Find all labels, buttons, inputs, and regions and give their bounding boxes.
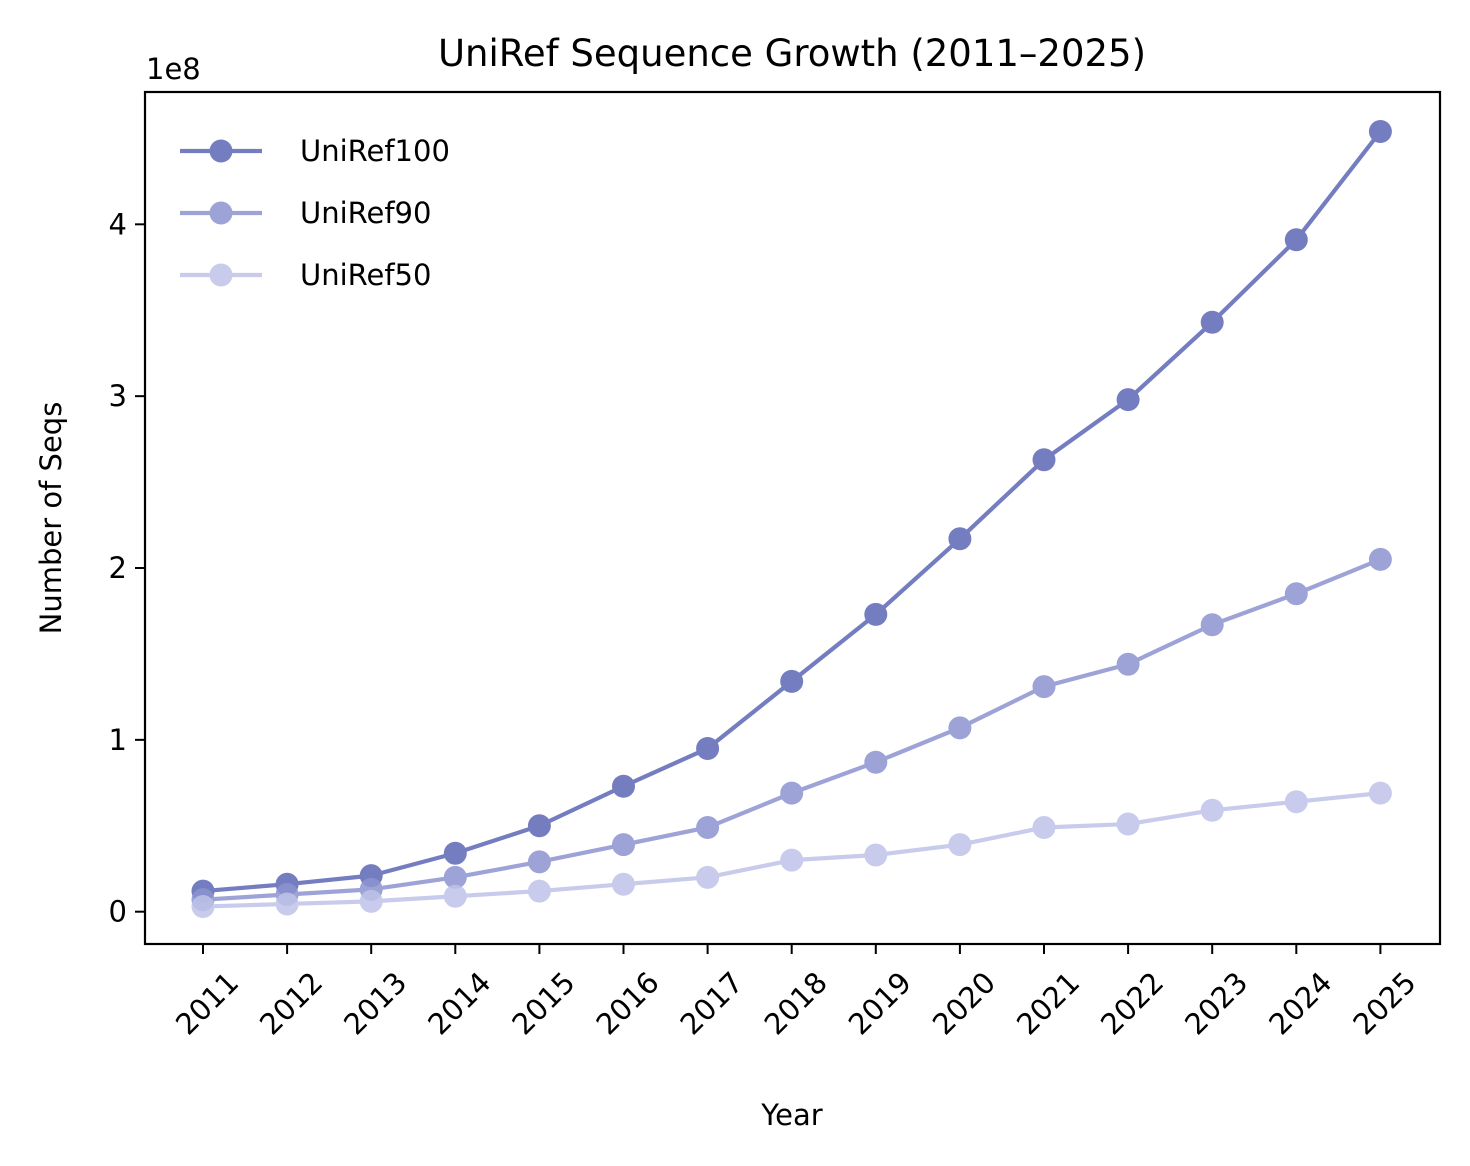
legend: UniRef100 UniRef90 UniRef50 (180, 134, 450, 292)
legend-label: UniRef100 (300, 134, 450, 168)
data-point (443, 841, 467, 865)
series-uniref50 (191, 781, 1392, 919)
x-tick-label: 2019 (842, 965, 918, 1041)
x-tick-label: 2025 (1346, 965, 1422, 1041)
legend-item (180, 263, 262, 287)
data-point (191, 895, 215, 919)
x-tick-label: 2014 (421, 965, 497, 1041)
x-tick-label: 2016 (589, 965, 665, 1041)
data-point (1368, 547, 1392, 571)
data-point (1368, 781, 1392, 805)
series-uniref100 (191, 120, 1392, 903)
x-tick-label: 2024 (1262, 965, 1338, 1041)
data-point (1284, 790, 1308, 814)
data-point (1284, 228, 1308, 252)
x-tick-label: 2015 (505, 965, 581, 1041)
data-point (612, 833, 635, 857)
y-tick-label: 2 (109, 551, 127, 585)
y-axis-offset-label: 1e8 (146, 52, 201, 86)
data-point (443, 884, 467, 908)
data-point (1116, 652, 1140, 676)
series-line (202, 130, 1383, 894)
x-axis-label: Year (760, 1098, 822, 1132)
legend-marker (209, 201, 233, 225)
data-point (1284, 582, 1308, 606)
data-point (1032, 675, 1056, 699)
y-axis-label: Number of Seqs (34, 402, 68, 635)
y-tick-label: 1 (109, 723, 127, 757)
x-tick-label: 2017 (674, 965, 750, 1041)
data-point (1368, 120, 1392, 144)
data-point (948, 527, 972, 551)
data-point (359, 889, 383, 913)
data-point (1200, 310, 1224, 334)
x-tick-label: 2023 (1178, 965, 1254, 1041)
data-point (1200, 798, 1224, 822)
data-point (1116, 388, 1140, 412)
x-tick-label: 2021 (1010, 965, 1086, 1041)
data-point (1200, 613, 1224, 637)
legend-label: UniRef50 (300, 258, 431, 292)
data-point (275, 892, 299, 916)
data-point (948, 716, 972, 740)
y-tick-label: 3 (109, 379, 127, 413)
data-point (527, 814, 551, 838)
data-point (696, 865, 720, 889)
y-tick-label: 0 (109, 895, 127, 929)
x-tick-label: 2013 (337, 965, 413, 1041)
data-point (780, 781, 804, 805)
data-point (948, 833, 972, 857)
x-tick-label: 2020 (926, 965, 1002, 1041)
chart-title: UniRef Sequence Growth (2011–2025) (438, 32, 1146, 75)
x-tick-label: 2011 (169, 965, 245, 1041)
plot-area (191, 120, 1392, 919)
data-point (864, 750, 888, 774)
data-point (780, 848, 804, 872)
legend-item (180, 201, 262, 225)
data-point (864, 602, 888, 626)
data-point (1116, 812, 1140, 836)
data-point (612, 774, 635, 798)
x-tick-label: 2022 (1094, 965, 1170, 1041)
data-point (864, 843, 888, 867)
series-line (202, 557, 1382, 902)
data-point (696, 736, 720, 760)
legend-item (180, 139, 262, 163)
data-point (1032, 448, 1056, 472)
data-point (780, 669, 804, 693)
legend-marker (209, 263, 233, 287)
legend-label: UniRef90 (300, 196, 431, 230)
data-point (527, 879, 551, 903)
data-point (527, 850, 551, 874)
data-point (696, 815, 720, 839)
data-point (1032, 815, 1056, 839)
y-axis: 0 1 2 3 4 (109, 207, 145, 929)
x-axis: 2011 2012 2013 2014 2015 2016 2017 2018 2019 2020… (169, 944, 1423, 1041)
data-point (443, 865, 467, 889)
data-point (612, 872, 635, 896)
y-tick-label: 4 (109, 207, 127, 241)
x-tick-label: 2012 (253, 965, 329, 1041)
legend-marker (209, 139, 233, 163)
x-tick-label: 2018 (758, 965, 834, 1041)
